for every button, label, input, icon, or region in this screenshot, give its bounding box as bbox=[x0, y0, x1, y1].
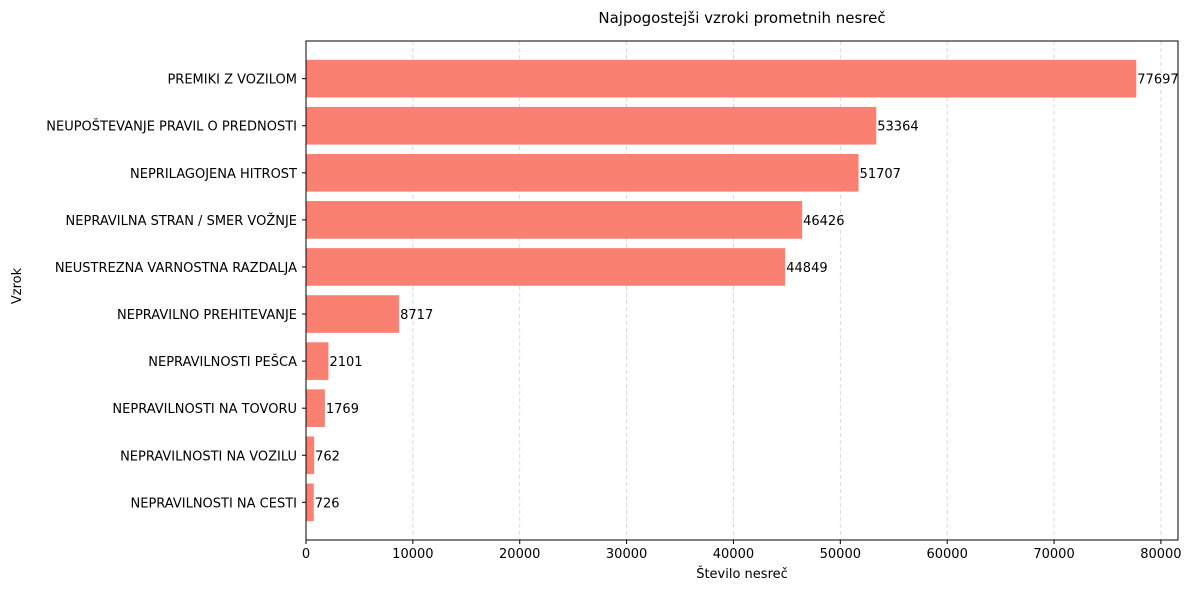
data-label-3: 46426 bbox=[803, 214, 844, 229]
y-tick-label-0: PREMIKI Z VOZILOM bbox=[167, 73, 297, 88]
bar-9 bbox=[306, 483, 314, 522]
bar-1 bbox=[306, 106, 877, 145]
data-label-9: 726 bbox=[315, 496, 340, 511]
data-label-6: 2101 bbox=[329, 355, 362, 370]
chart-title: Najpogostejši vzroki prometnih nesreč bbox=[598, 9, 885, 27]
bar-6 bbox=[306, 342, 329, 380]
data-labels: 77697 53364 51707 46426 44849 8717 2101 1769 762… bbox=[315, 73, 1179, 512]
y-tick-label-2: NEPRILAGOJENA HITROST bbox=[130, 167, 297, 182]
bar-4 bbox=[306, 248, 786, 286]
y-tick-label-6: NEPRAVILNOSTI PEŠCA bbox=[148, 354, 297, 370]
y-axis-title: Vzrok bbox=[10, 267, 25, 304]
y-tick-label-1: NEUPOŠTEVANJE PRAVIL O PREDNOSTI bbox=[46, 119, 297, 135]
data-label-0: 77697 bbox=[1137, 73, 1178, 88]
x-tick-label-3: 30000 bbox=[606, 547, 647, 562]
data-label-2: 51707 bbox=[860, 167, 901, 182]
x-tick-label-0: 0 bbox=[302, 547, 310, 562]
data-label-5: 8717 bbox=[400, 308, 433, 323]
x-tick-label-5: 50000 bbox=[820, 547, 861, 562]
bar-7 bbox=[306, 389, 325, 428]
x-axis-title: Število nesreč bbox=[696, 566, 788, 582]
bar-2 bbox=[306, 153, 859, 192]
data-label-1: 53364 bbox=[877, 120, 918, 135]
y-tick-label-3: NEPRAVILNA STRAN / SMER VOŽNJE bbox=[66, 213, 297, 229]
bars bbox=[306, 59, 1137, 522]
x-tick-label-2: 20000 bbox=[499, 547, 540, 562]
x-tick-label-4: 40000 bbox=[713, 547, 754, 562]
bar-0 bbox=[306, 59, 1137, 98]
x-tick-label-6: 60000 bbox=[926, 547, 967, 562]
y-tick-label-8: NEPRAVILNOSTI NA VOZILU bbox=[120, 449, 297, 464]
x-tick-label-7: 70000 bbox=[1033, 547, 1074, 562]
bar-8 bbox=[306, 436, 315, 475]
bar-5 bbox=[306, 295, 400, 333]
y-tick-label-7: NEPRAVILNOSTI NA TOVORU bbox=[112, 402, 297, 417]
axes: PREMIKI Z VOZILOM NEUPOŠTEVANJE PRAVIL O … bbox=[46, 40, 1182, 562]
plot-frame bbox=[305, 40, 1179, 541]
bar-3 bbox=[306, 201, 803, 239]
y-tick-label-9: NEPRAVILNOSTI NA CESTI bbox=[131, 496, 298, 511]
data-label-8: 762 bbox=[315, 449, 340, 464]
data-label-7: 1769 bbox=[326, 402, 359, 417]
y-tick-label-5: NEPRAVILNO PREHITEVANJE bbox=[117, 308, 297, 323]
data-label-4: 44849 bbox=[786, 261, 827, 276]
y-tick-label-4: NEUSTREZNA VARNOSTNA RAZDALJA bbox=[55, 261, 297, 276]
x-tick-label-8: 80000 bbox=[1140, 547, 1181, 562]
x-tick-label-1: 10000 bbox=[392, 547, 433, 562]
